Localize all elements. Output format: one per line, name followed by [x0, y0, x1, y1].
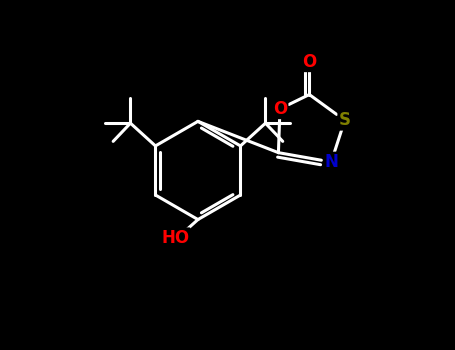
Text: HO: HO [161, 229, 189, 247]
Text: N: N [324, 153, 338, 171]
Text: O: O [273, 100, 287, 118]
Text: O: O [302, 53, 316, 71]
Text: S: S [339, 111, 351, 129]
